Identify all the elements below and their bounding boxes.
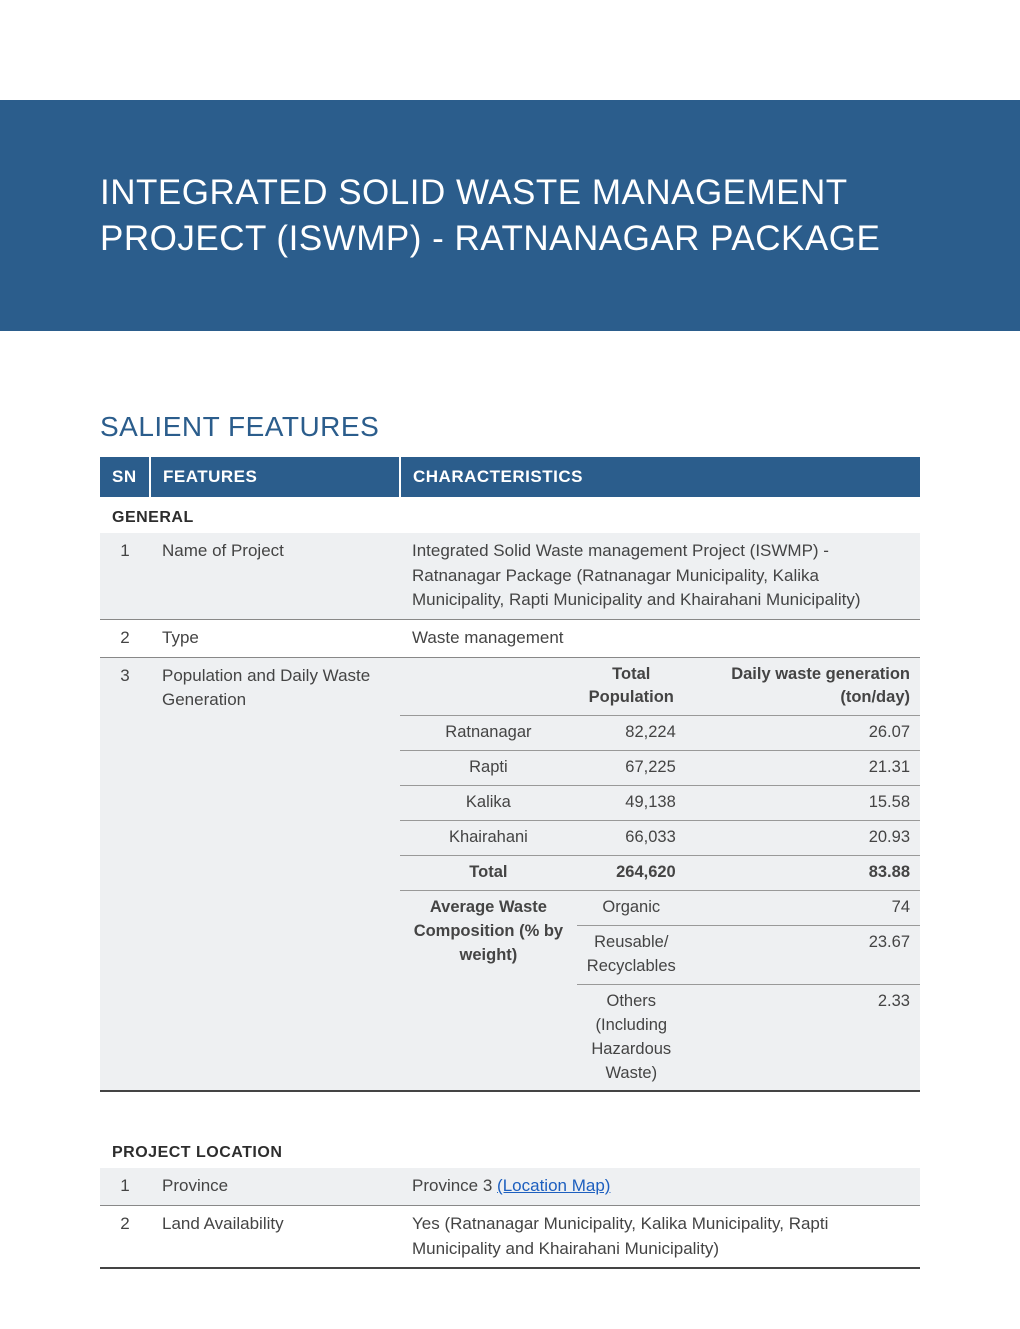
col-features: FEATURES [150,457,400,497]
cell-sn: 1 [100,533,150,619]
col-characteristics: CHARACTERISTICS [400,457,920,497]
cell-char: Waste management [400,619,920,657]
province-text: Province 3 [412,1176,497,1195]
cell-sn: 2 [100,1206,150,1268]
col-sn: SN [100,457,150,497]
cell-sn: 3 [100,657,150,1090]
cell-sn: 1 [100,1168,150,1205]
table-header-row: SN FEATURES CHARACTERISTICS [100,457,920,497]
cell-feature: Name of Project [150,533,400,619]
content-area: SALIENT FEATURES SN FEATURES CHARACTERIS… [0,331,1020,1329]
cell-char: Total Population Daily waste generation … [400,657,920,1090]
sub-row-comp: Average Waste Composition (% by weight) … [400,891,920,926]
subcol-waste: Daily waste generation (ton/day) [686,658,920,716]
population-subtable: Total Population Daily waste generation … [400,658,920,1091]
sub-row: Khairahani 66,033 20.93 [400,821,920,856]
title-banner: INTEGRATED SOLID WASTE MANAGEMENT PROJEC… [0,100,1020,331]
location-table: PROJECT LOCATION 1 Province Province 3 (… [100,1132,920,1269]
section-title: SALIENT FEATURES [100,411,920,443]
cell-feature: Type [150,619,400,657]
table-row: 1 Province Province 3 (Location Map) [100,1168,920,1205]
group-location: PROJECT LOCATION [100,1132,920,1168]
cell-feature: Province [150,1168,400,1205]
table-row: 1 Name of Project Integrated Solid Waste… [100,533,920,619]
sub-row: Rapti 67,225 21.31 [400,751,920,786]
cell-feature: Land Availability [150,1206,400,1268]
cell-char: Yes (Ratnanagar Municipality, Kalika Mun… [400,1206,920,1268]
cell-sn: 2 [100,619,150,657]
features-table: SN FEATURES CHARACTERISTICS GENERAL 1 Na… [100,457,920,1092]
page-title: INTEGRATED SOLID WASTE MANAGEMENT PROJEC… [100,170,960,261]
group-label: GENERAL [100,497,920,533]
group-label: PROJECT LOCATION [100,1132,920,1168]
table-row: 2 Type Waste management [100,619,920,657]
sub-row: Ratnanagar 82,224 26.07 [400,716,920,751]
location-map-link[interactable]: (Location Map) [497,1176,610,1195]
sub-row-total: Total 264,620 83.88 [400,856,920,891]
table-row: 2 Land Availability Yes (Ratnanagar Muni… [100,1206,920,1268]
sub-row: Kalika 49,138 15.58 [400,786,920,821]
cell-char: Province 3 (Location Map) [400,1168,920,1205]
cell-feature: Population and Daily Waste Generation [150,657,400,1090]
cell-char: Integrated Solid Waste management Projec… [400,533,920,619]
subcol-pop: Total Population [577,658,686,716]
group-general: GENERAL [100,497,920,533]
table-row: 3 Population and Daily Waste Generation … [100,657,920,1090]
